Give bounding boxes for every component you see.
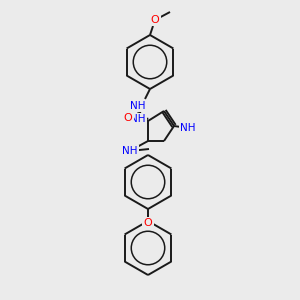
Text: NH: NH [130,114,146,124]
Text: O: O [144,218,152,228]
Text: NH: NH [180,123,196,133]
Text: NH: NH [130,101,146,111]
Text: O: O [151,15,159,25]
Text: NH: NH [122,146,138,156]
Text: O: O [124,113,132,123]
